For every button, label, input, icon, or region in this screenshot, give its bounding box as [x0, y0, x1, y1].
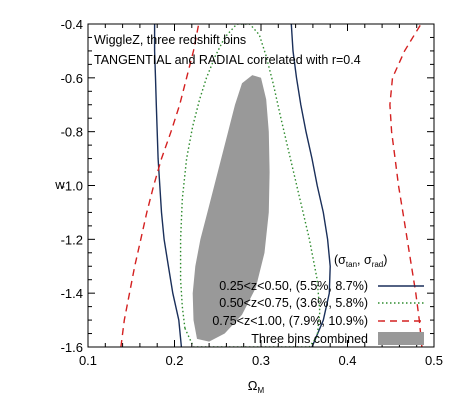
series-layer	[120, 24, 423, 347]
y-tick-label: -1.2	[61, 232, 83, 247]
x-axis-label: ΩM	[248, 378, 265, 395]
legend-header-sub2: rad	[372, 260, 384, 269]
series-0-right-branch	[290, 24, 331, 347]
y-tick-label: -0.8	[61, 125, 83, 140]
legend-header-close: )	[383, 253, 387, 267]
legend-label: 0.75<z<1.00, (7.9%, 10.9%)	[212, 314, 368, 328]
x-tick-label: 0.2	[165, 353, 183, 368]
legend-header-sub1: tan	[346, 260, 357, 269]
y-tick-label: -1.6	[61, 340, 83, 355]
x-tick-label: 0.4	[338, 353, 356, 368]
legend-label: 0.50<z<0.75, (3.6%, 5.8%)	[219, 296, 368, 310]
annotation-subtitle: TANGENTIAL and RADIAL correlated with r=…	[94, 53, 361, 67]
y-tick-label: -0.6	[61, 71, 83, 86]
x-tick-label: 0.5	[425, 353, 443, 368]
legend-header-open: (σ	[334, 253, 346, 267]
tick-layer: 0.1 0.2 0.3 0.4 0.5 -1.6 -1.4 -1.2 -1.0 -0.8 -0.6 -…	[61, 17, 443, 368]
series-2-left-branch	[120, 24, 200, 347]
series-0-left-branch	[153, 24, 183, 347]
legend-header-mid: , σ	[357, 253, 372, 267]
x-axis-label-sub: M	[258, 386, 265, 395]
legend-header: (σtan, σrad)	[334, 253, 387, 269]
y-tick-label: -0.4	[61, 17, 83, 32]
legend: 0.25<z<0.50, (5.5%, 8.7%) 0.50<z<0.75, (3…	[212, 279, 424, 346]
legend-swatch	[378, 332, 424, 345]
x-tick-label: 0.1	[79, 353, 97, 368]
x-tick-label: 0.3	[252, 353, 270, 368]
annotation-title: WiggleZ, three redshift bins	[94, 33, 246, 47]
legend-label: 0.25<z<0.50, (5.5%, 8.7%)	[219, 279, 368, 293]
series-3-region	[192, 75, 270, 342]
y-axis-label: w	[54, 177, 65, 192]
y-tick-label: -1.0	[61, 179, 83, 194]
legend-label: Three bins combined	[251, 332, 368, 346]
y-tick-label: -1.4	[61, 286, 83, 301]
series-2-right-branch	[389, 24, 423, 347]
series-1-contour	[179, 24, 321, 347]
x-axis-label-main: Ω	[248, 378, 258, 393]
